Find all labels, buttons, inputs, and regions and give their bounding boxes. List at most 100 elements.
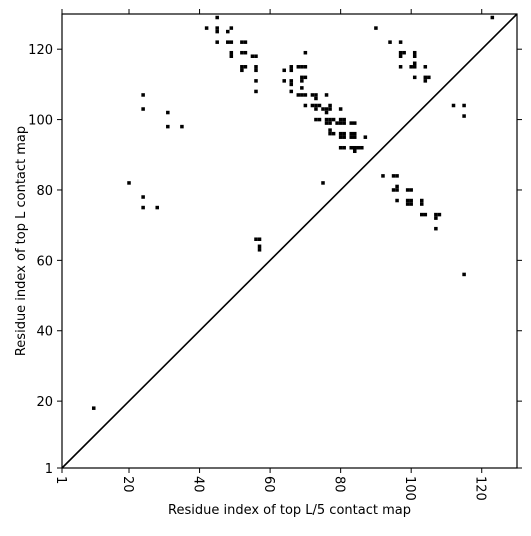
contact-point (395, 188, 399, 192)
contact-point (303, 50, 308, 55)
contact-point (412, 61, 417, 66)
contact-point (412, 65, 417, 69)
contact-point (314, 117, 318, 122)
contact-point (317, 103, 322, 108)
contact-point (324, 107, 329, 111)
contact-point (215, 15, 219, 20)
contact-point (331, 131, 336, 136)
contact-point (434, 212, 438, 217)
contact-point (204, 26, 209, 30)
x-tick-label: 120 (473, 476, 488, 501)
contact-point (412, 50, 417, 55)
contact-point (250, 54, 255, 58)
contact-point (395, 174, 399, 178)
contact-point (349, 135, 353, 139)
x-tick-label: 1 (53, 476, 68, 484)
contact-point (229, 54, 234, 58)
contact-point (257, 244, 262, 249)
contact-point (423, 75, 428, 80)
contact-point (342, 131, 346, 136)
contact-point (243, 40, 248, 44)
x-tick-label: 100 (402, 476, 417, 501)
contact-point (437, 212, 442, 217)
contact-point (405, 188, 410, 192)
contact-point (296, 65, 301, 69)
contact-point (289, 65, 294, 69)
contact-point (420, 198, 424, 203)
contact-point (300, 65, 304, 69)
contact-point (352, 131, 357, 136)
contact-point (240, 65, 244, 69)
plot-frame (61, 13, 518, 469)
y-tick-label: 20 (36, 395, 53, 410)
diagonal-line (61, 13, 518, 469)
contact-point (349, 145, 353, 150)
contact-point (289, 89, 294, 94)
y-axis-label: Residue index of top L contact map (14, 126, 29, 356)
contact-point (229, 40, 234, 44)
contact-point (402, 50, 406, 55)
contact-point (352, 135, 357, 139)
contact-point (240, 68, 244, 73)
contact-point (381, 174, 385, 178)
contact-point (127, 181, 131, 185)
contact-point (423, 65, 428, 69)
contact-point (243, 65, 248, 69)
contact-point (328, 103, 332, 108)
contact-point (229, 26, 234, 30)
contact-point (215, 40, 219, 44)
contact-point (427, 75, 431, 80)
contact-point (257, 248, 262, 252)
contact-point (155, 205, 159, 210)
contact-point (338, 131, 343, 136)
contact-point (314, 93, 318, 97)
contact-point (282, 79, 286, 83)
contact-point (257, 237, 262, 241)
contact-point (254, 68, 258, 73)
contact-point (434, 226, 438, 231)
contact-point (342, 117, 346, 122)
contact-point (141, 107, 145, 111)
contact-point (166, 124, 170, 129)
contact-point (226, 29, 230, 34)
contact-point (356, 145, 361, 150)
contact-point (282, 68, 286, 73)
contact-point (310, 93, 315, 97)
contact-point (289, 82, 294, 87)
contact-point (342, 145, 346, 150)
contact-point (338, 145, 343, 150)
x-tick-label: 60 (261, 476, 276, 493)
contact-point (391, 188, 396, 192)
contact-point (321, 107, 325, 111)
contact-point (303, 93, 308, 97)
contact-point (412, 54, 417, 58)
contact-point (254, 54, 258, 58)
contact-point (240, 40, 244, 44)
contact-point (349, 121, 353, 125)
contact-point (388, 40, 392, 44)
contact-point (254, 89, 258, 94)
contact-point (300, 75, 304, 80)
contact-point (412, 75, 417, 80)
contact-point (342, 135, 346, 139)
contact-point (296, 93, 301, 97)
contact-point (324, 117, 329, 122)
contact-point (254, 65, 258, 69)
contact-point (141, 195, 145, 199)
x-tick-label: 20 (120, 476, 135, 493)
contact-point (462, 114, 466, 118)
contact-point (180, 124, 184, 129)
contact-point (215, 29, 219, 34)
contact-point (398, 40, 403, 44)
contact-point (166, 110, 170, 115)
contact-point (141, 93, 145, 97)
contact-point (420, 202, 424, 206)
contact-point (338, 117, 343, 122)
contact-point (335, 121, 339, 125)
contact-point (254, 79, 258, 83)
contact-point (331, 117, 336, 122)
contact-point (141, 205, 145, 210)
